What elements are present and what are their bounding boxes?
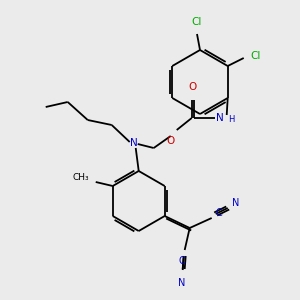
Text: Cl: Cl [251,51,261,61]
Text: Cl: Cl [192,17,202,27]
Text: N: N [216,113,224,123]
Text: O: O [167,136,175,146]
Text: N: N [232,198,239,208]
Text: C: C [216,208,222,218]
Text: N: N [130,138,138,148]
Text: C: C [178,256,185,266]
Text: CH₃: CH₃ [72,173,89,182]
Text: O: O [189,82,197,92]
Text: H: H [228,116,234,124]
Text: N: N [178,278,185,288]
